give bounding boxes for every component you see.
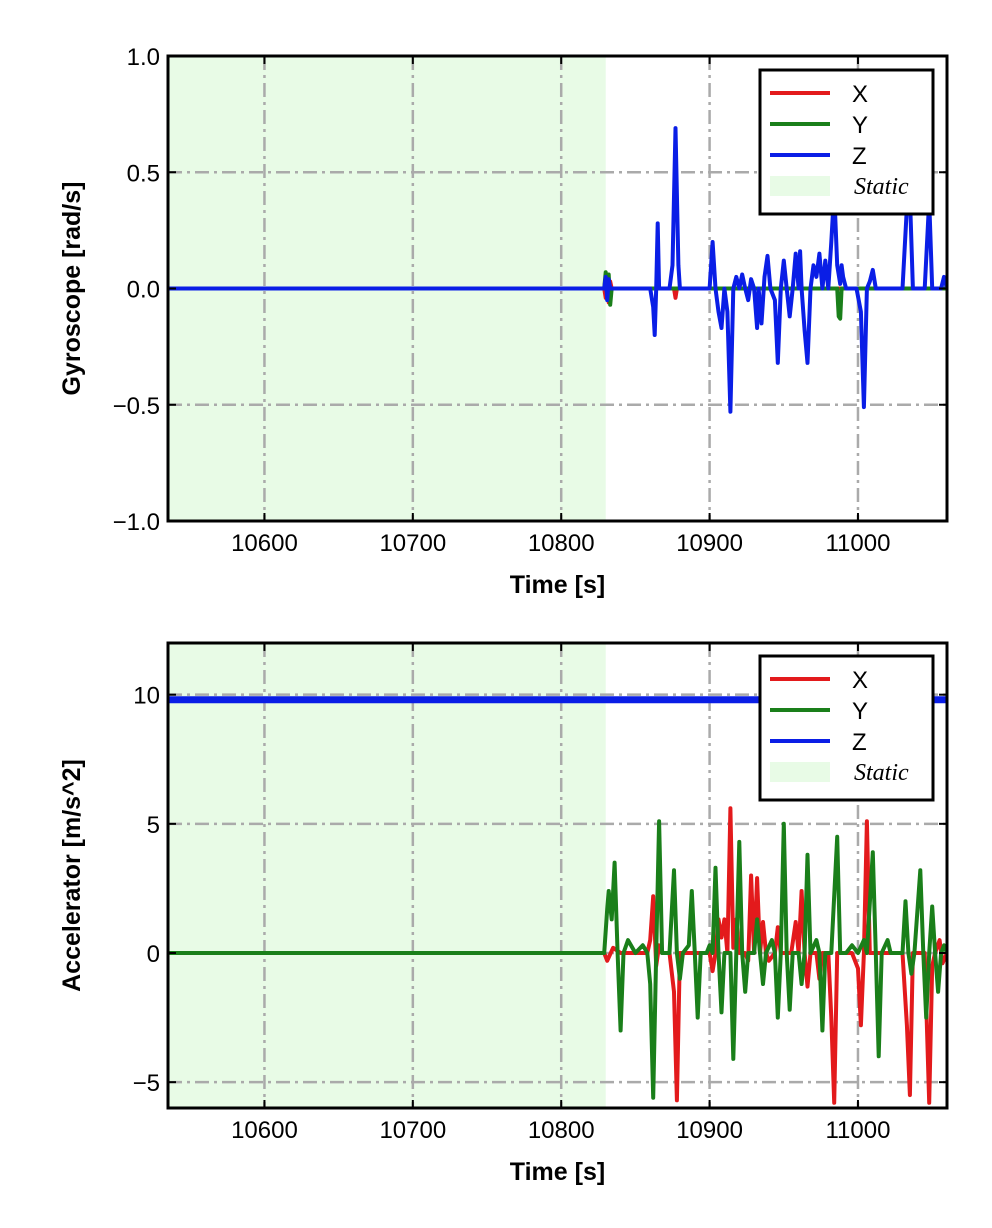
y-tick-label: −0.5 bbox=[113, 393, 160, 420]
legend-label-static: Static bbox=[854, 174, 909, 200]
x-tick-label: 10800 bbox=[528, 530, 595, 557]
static-region bbox=[168, 643, 606, 1108]
x-tick-label: 10900 bbox=[676, 1117, 743, 1144]
x-axis-label: Time [s] bbox=[510, 571, 605, 599]
legend-label-z: Z bbox=[852, 729, 867, 756]
legend-label-static: Static bbox=[854, 760, 909, 786]
legend-label-x: X bbox=[852, 667, 868, 694]
x-tick-label: 10600 bbox=[231, 1117, 298, 1144]
series-line-z bbox=[168, 126, 947, 414]
series-group bbox=[168, 126, 947, 414]
x-tick-label: 10700 bbox=[379, 1117, 446, 1144]
legend-label-y: Y bbox=[852, 112, 868, 139]
legend-label-z: Z bbox=[852, 143, 867, 170]
y-tick-label: 10 bbox=[133, 683, 160, 710]
y-axis-label: Accelerator [m/s^2] bbox=[58, 759, 86, 992]
y-tick-label: 0.5 bbox=[127, 160, 160, 187]
gyroscope-chart: 10600 10700 10800 10900 11000 −1.0 −0.5 0.0 0.5 1… bbox=[58, 44, 949, 599]
plot-frame bbox=[166, 641, 949, 1110]
legend: XYZ Static bbox=[758, 654, 935, 802]
x-tick-label: 10600 bbox=[231, 530, 298, 557]
y-tick-label: −1.0 bbox=[113, 509, 160, 536]
x-tick-label: 10800 bbox=[528, 1117, 595, 1144]
accelerometer-chart: 10600 10700 10800 10900 11000 −5 0 5 10 Time [s] A… bbox=[58, 641, 949, 1186]
x-tick-label: 10900 bbox=[676, 530, 743, 557]
x-tick-label: 11000 bbox=[825, 530, 890, 557]
y-tick-label: 0 bbox=[147, 941, 160, 968]
series-line-y bbox=[168, 819, 947, 1100]
legend-label-y: Y bbox=[852, 698, 868, 725]
y-axis-label: Gyroscope [rad/s] bbox=[58, 182, 86, 396]
legend-label-x: X bbox=[852, 81, 868, 108]
x-tick-label: 11000 bbox=[825, 1117, 890, 1144]
y-tick-label: 1.0 bbox=[127, 44, 160, 71]
y-tick-label: 0.0 bbox=[127, 277, 160, 304]
x-tick-label: 10700 bbox=[379, 530, 446, 557]
y-tick-label: 5 bbox=[147, 812, 160, 839]
legend: XYZ Static bbox=[758, 68, 935, 216]
x-axis-label: Time [s] bbox=[510, 1158, 605, 1186]
legend-swatch-static bbox=[770, 762, 830, 782]
y-tick-label: −5 bbox=[133, 1070, 160, 1097]
legend-swatch-static bbox=[770, 176, 830, 196]
